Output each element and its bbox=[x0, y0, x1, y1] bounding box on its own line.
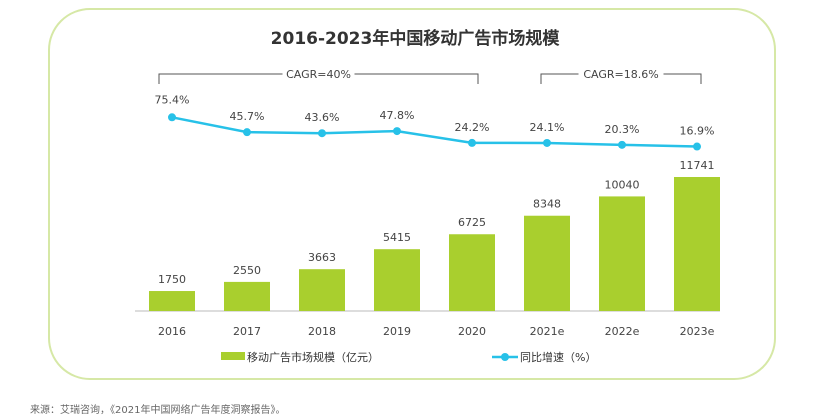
line-label: 16.9% bbox=[680, 125, 715, 138]
x-tick-label: 2021e bbox=[530, 325, 565, 338]
line-point bbox=[393, 127, 401, 136]
line-label: 45.7% bbox=[230, 110, 265, 123]
line-point bbox=[468, 138, 476, 147]
legend-bar-swatch bbox=[221, 352, 245, 360]
cagr-label: CAGR=40% bbox=[286, 68, 351, 81]
line-label: 24.2% bbox=[455, 121, 490, 134]
bar bbox=[374, 249, 420, 311]
cagr-label: CAGR=18.6% bbox=[583, 68, 658, 81]
bar bbox=[224, 281, 270, 311]
x-tick-label: 2023e bbox=[680, 325, 715, 338]
x-tick-label: 2022e bbox=[605, 325, 640, 338]
line-label: 43.6% bbox=[305, 111, 340, 124]
bar bbox=[599, 196, 645, 311]
x-tick-label: 2018 bbox=[308, 325, 336, 338]
line-point bbox=[318, 129, 326, 138]
legend-bar-label: 移动广告市场规模（亿元） bbox=[247, 350, 379, 364]
bar bbox=[524, 215, 570, 311]
line-label: 20.3% bbox=[605, 123, 640, 136]
bar-label: 1750 bbox=[158, 273, 186, 286]
bar-label: 5415 bbox=[383, 231, 411, 244]
line-point bbox=[543, 138, 551, 147]
bar-label: 10040 bbox=[605, 178, 640, 191]
growth-line bbox=[171, 116, 698, 148]
bar-label: 8348 bbox=[533, 198, 561, 211]
bar bbox=[449, 234, 495, 311]
bar-label: 6725 bbox=[458, 216, 486, 229]
line-point bbox=[243, 128, 251, 137]
x-tick-label: 2019 bbox=[383, 325, 411, 338]
bar-label: 2550 bbox=[233, 264, 261, 277]
legend-line-label: 同比增速（%） bbox=[520, 350, 596, 364]
bar bbox=[149, 291, 195, 311]
x-tick-label: 2017 bbox=[233, 325, 261, 338]
line-label: 24.1% bbox=[530, 121, 565, 134]
line-label: 47.8% bbox=[380, 109, 415, 122]
source-note: 来源：艾瑞咨询，《2021年中国网络广告年度洞察报告》。 bbox=[30, 405, 286, 416]
bar bbox=[674, 177, 720, 311]
line-point bbox=[618, 140, 626, 149]
legend-line-marker bbox=[501, 353, 509, 361]
bar bbox=[299, 269, 345, 311]
line-point bbox=[693, 142, 701, 151]
chart-panel bbox=[48, 8, 776, 380]
x-tick-label: 2016 bbox=[158, 325, 186, 338]
line-point bbox=[168, 113, 176, 122]
bar-label: 11741 bbox=[680, 159, 715, 172]
cagr-bracket bbox=[540, 73, 702, 84]
x-tick-label: 2020 bbox=[458, 325, 486, 338]
chart-title: 2016-2023年中国移动广告市场规模 bbox=[271, 28, 561, 49]
line-label: 75.4% bbox=[155, 93, 190, 106]
bar-label: 3663 bbox=[308, 251, 336, 264]
cagr-bracket bbox=[158, 73, 479, 84]
